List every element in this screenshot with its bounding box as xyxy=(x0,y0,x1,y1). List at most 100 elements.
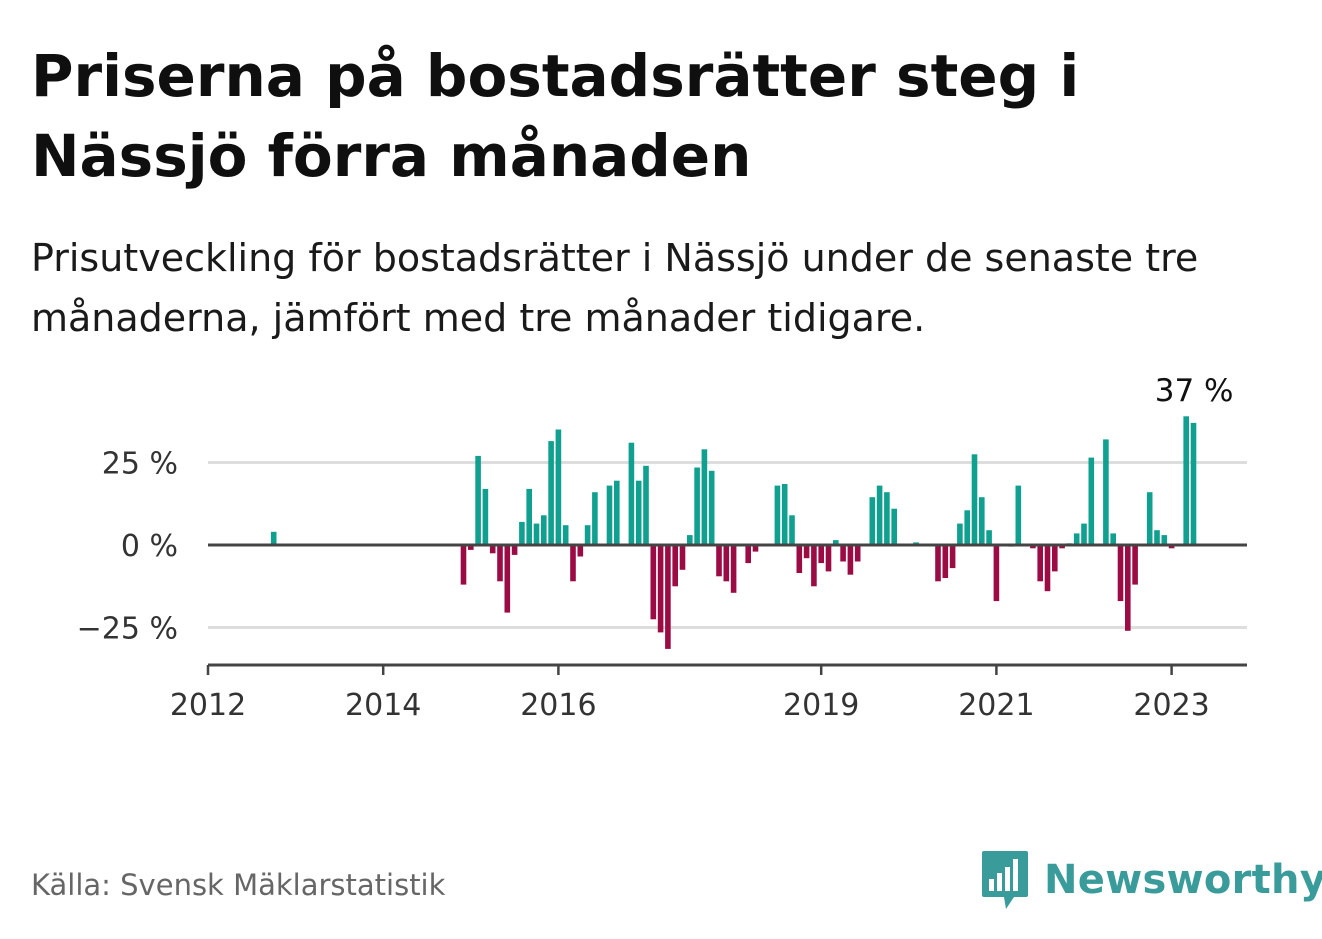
bar xyxy=(1103,439,1109,545)
bar xyxy=(519,521,525,545)
bar xyxy=(592,492,598,545)
bar xyxy=(468,545,474,550)
bar xyxy=(555,429,562,545)
bar xyxy=(1081,523,1087,545)
gridlines xyxy=(208,461,1247,629)
bar xyxy=(1146,492,1153,545)
bars xyxy=(270,416,1197,649)
x-tick-label: 2023 xyxy=(1133,688,1209,723)
bar xyxy=(840,545,846,562)
bar xyxy=(730,545,737,593)
bar xyxy=(665,545,671,649)
bar-chart: 25 % 0 % −25 % 2012 2014 2016 2019 2021 2023 37 % xyxy=(77,373,1247,723)
bar xyxy=(1132,545,1138,585)
bar xyxy=(1190,422,1197,545)
x-tick-label: 2016 xyxy=(520,688,596,723)
bar xyxy=(803,545,810,559)
bar xyxy=(789,515,795,545)
bar xyxy=(716,545,722,577)
axes xyxy=(206,543,1247,675)
page-title: Priserna på bostadsrätter steg i Nässjö … xyxy=(31,42,1080,190)
bar xyxy=(811,545,817,587)
bar xyxy=(825,545,832,572)
bar xyxy=(723,545,730,582)
bar xyxy=(570,545,576,582)
bar xyxy=(949,545,956,569)
x-tick-label: 2012 xyxy=(170,688,246,723)
y-tick-label: 25 % xyxy=(102,447,178,482)
bar xyxy=(504,545,511,613)
bar xyxy=(752,545,759,552)
brand-logo: Newsworthy xyxy=(980,848,1322,912)
bar xyxy=(971,454,978,546)
bar xyxy=(548,441,554,545)
bar xyxy=(562,525,569,545)
bar xyxy=(796,545,803,573)
bar xyxy=(270,531,277,545)
page-subtitle: Prisutveckling för bostadsrätter i Nässj… xyxy=(31,236,1199,340)
x-tick-label: 2019 xyxy=(783,688,859,723)
bar xyxy=(635,480,642,545)
bar xyxy=(475,455,481,545)
bar xyxy=(460,545,467,585)
bar xyxy=(942,545,949,578)
bar xyxy=(657,545,664,633)
bar xyxy=(694,467,700,545)
bar xyxy=(1044,545,1051,592)
bar xyxy=(884,492,890,545)
bar xyxy=(876,485,883,545)
bar xyxy=(1059,545,1065,549)
bar xyxy=(1015,485,1022,545)
bar xyxy=(1073,533,1080,545)
bar xyxy=(1154,530,1160,545)
bar xyxy=(511,545,518,555)
bar xyxy=(643,465,649,545)
bar xyxy=(628,442,635,545)
bar xyxy=(818,545,824,564)
bar xyxy=(1088,457,1095,545)
bar xyxy=(774,485,781,545)
bar xyxy=(935,545,941,582)
bar xyxy=(993,545,1000,602)
labels: 25 % 0 % −25 % 2012 2014 2016 2019 2021 2023 37 % xyxy=(77,373,1234,723)
bar xyxy=(891,508,897,545)
bar-chart-logo-icon xyxy=(982,851,1028,909)
bar xyxy=(847,545,854,575)
bar xyxy=(672,545,678,587)
latest-value-label: 37 % xyxy=(1155,373,1234,409)
bar xyxy=(854,545,861,562)
bar xyxy=(964,510,970,545)
bar xyxy=(745,545,751,564)
bar xyxy=(606,485,613,545)
bar xyxy=(650,545,657,620)
bar xyxy=(1168,545,1175,549)
bar xyxy=(1161,535,1168,545)
bar xyxy=(1037,545,1043,582)
bar xyxy=(533,523,540,545)
bar xyxy=(833,540,839,545)
y-tick-label: −25 % xyxy=(77,612,178,647)
bar xyxy=(497,545,503,582)
bar xyxy=(701,449,708,545)
bar xyxy=(781,484,788,545)
source-note: Källa: Svensk Mäklarstatistik xyxy=(31,868,446,902)
bar xyxy=(577,545,584,557)
bar xyxy=(1052,545,1058,572)
bar xyxy=(687,535,693,545)
bar xyxy=(708,470,715,546)
brand-name: Newsworthy xyxy=(1044,857,1322,903)
bar xyxy=(869,497,876,545)
bar xyxy=(1110,533,1116,545)
bar xyxy=(584,525,591,545)
bar xyxy=(1125,545,1131,631)
bar xyxy=(526,488,532,545)
bar xyxy=(482,488,489,545)
bar xyxy=(541,515,547,545)
bar xyxy=(1183,416,1189,545)
y-tick-label: 0 % xyxy=(121,529,178,564)
bar xyxy=(986,530,992,545)
bar xyxy=(957,523,963,545)
x-tick-label: 2021 xyxy=(958,688,1034,723)
bar xyxy=(1030,545,1036,549)
bar xyxy=(979,497,985,545)
